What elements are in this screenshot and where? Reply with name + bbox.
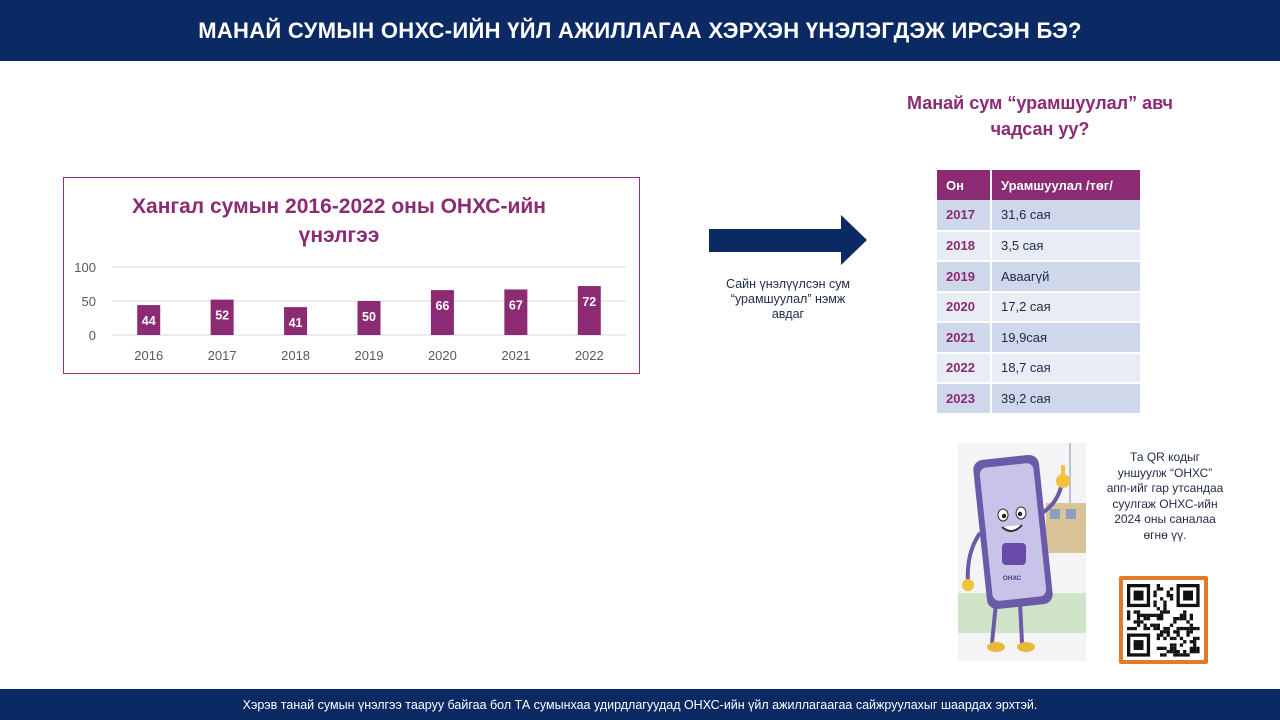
row-year: 2018 — [937, 230, 992, 262]
arrow-caption: Сайн үнэлүүлсэн сум “урамшуулал” нэмж ав… — [726, 277, 850, 321]
y-tick-label: 100 — [74, 260, 96, 275]
bar-chart-svg: 100 50 0 44 2016 52 2017 41 2018 50 2019 66 2020 67 20… — [74, 260, 626, 363]
bar — [210, 299, 234, 335]
reward-table: Он Урамшуулал /төг/ 2017 31,6 сая 2018 3… — [937, 170, 1142, 415]
phone-mascot-illustration: ОНХС — [958, 443, 1086, 661]
data-label: 67 — [509, 298, 523, 312]
x-tick-label: 2021 — [501, 348, 530, 363]
bar — [430, 290, 454, 335]
qr-code-icon[interactable] — [1119, 576, 1208, 664]
x-tick-label: 2020 — [428, 348, 457, 363]
table-row: 2022 18,7 сая — [937, 352, 1142, 384]
row-amount: Аваагүй — [991, 261, 1142, 293]
table-row: 2019 Аваагүй — [937, 261, 1142, 293]
header-banner: МАНАЙ СУМЫН ОНХС-ИЙН ҮЙЛ АЖИЛЛАГАА ХЭРХЭ… — [0, 0, 1280, 61]
mascot-phone-label: ОНХС — [1003, 575, 1022, 582]
y-tick-label: 50 — [82, 294, 96, 309]
x-tick-label: 2019 — [355, 348, 384, 363]
row-year: 2020 — [937, 291, 992, 323]
x-tick-label: 2016 — [134, 348, 163, 363]
row-year: 2022 — [937, 352, 992, 384]
data-label: 41 — [289, 316, 303, 330]
reward-table-header: Он Урамшуулал /төг/ — [937, 170, 1142, 200]
column-header-amount: Урамшуулал /төг/ — [991, 170, 1142, 200]
x-tick-label: 2017 — [208, 348, 237, 363]
chart-title: Хангал сумын 2016-2022 оны ОНХС-ийн үнэл… — [132, 195, 546, 247]
table-row: 2018 3,5 сая — [937, 230, 1142, 262]
reward-title: Манай сум “урамшуулал” авч чадсан уу? — [907, 93, 1173, 139]
score-chart: 100 50 0 44 2016 52 2017 41 2018 50 2019 66 2020 67 20… — [63, 177, 640, 374]
qr-instruction-text: Та QR кодыг уншуулж “ОНХС” апп-ийг гар у… — [1106, 450, 1224, 542]
data-label: 52 — [215, 309, 229, 323]
row-amount: 39,2 сая — [991, 383, 1142, 415]
row-year: 2017 — [937, 200, 992, 232]
data-label: 50 — [362, 310, 376, 324]
row-year: 2023 — [937, 383, 992, 415]
row-amount: 31,6 сая — [991, 200, 1142, 232]
row-amount: 19,9сая — [991, 322, 1142, 354]
x-tick-label: 2022 — [575, 348, 604, 363]
table-row: 2017 31,6 сая — [937, 200, 1142, 232]
footer-banner: Хэрэв танай сумын үнэлгээ тааруу байгаа … — [0, 689, 1280, 720]
bar — [577, 286, 601, 335]
data-label: 66 — [435, 299, 449, 313]
bar — [284, 307, 308, 335]
table-row: 2023 39,2 сая — [937, 383, 1142, 415]
bar — [357, 301, 381, 335]
data-label: 44 — [142, 314, 156, 328]
footer-text: Хэрэв танай сумын үнэлгээ тааруу байгаа … — [242, 697, 1038, 712]
x-tick-label: 2018 — [281, 348, 310, 363]
row-amount: 17,2 сая — [991, 291, 1142, 323]
table-row: 2020 17,2 сая — [937, 291, 1142, 323]
column-header-year: Он — [937, 170, 992, 200]
right-arrow-icon — [709, 215, 867, 265]
bar — [137, 305, 161, 335]
row-amount: 3,5 сая — [991, 230, 1142, 262]
page-title: МАНАЙ СУМЫН ОНХС-ИЙН ҮЙЛ АЖИЛЛАГАА ХЭРХЭ… — [198, 17, 1082, 43]
row-year: 2021 — [937, 322, 992, 354]
table-row: 2021 19,9сая — [937, 322, 1142, 354]
bar — [504, 289, 528, 335]
data-label: 72 — [582, 295, 596, 309]
row-amount: 18,7 сая — [991, 352, 1142, 384]
row-year: 2019 — [937, 261, 992, 293]
y-tick-label: 0 — [89, 328, 96, 343]
